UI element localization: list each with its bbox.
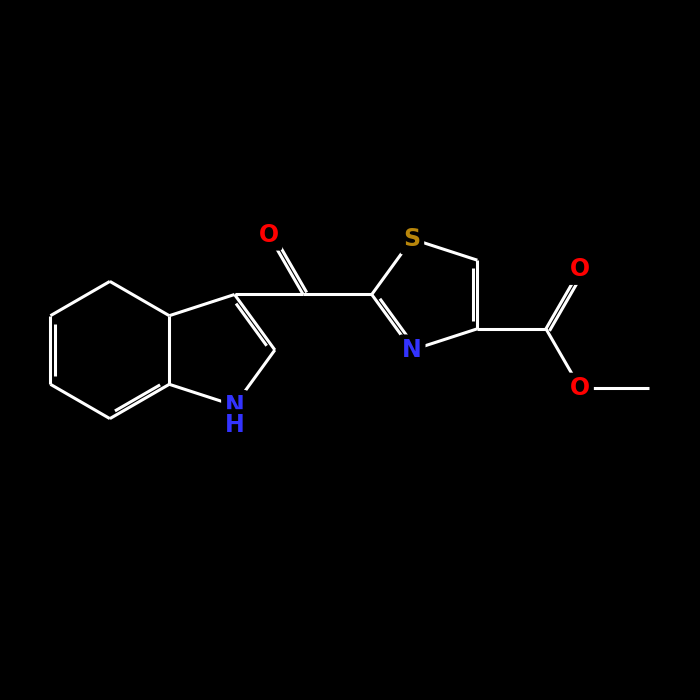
Text: O: O [570, 376, 590, 400]
Text: H: H [225, 413, 244, 437]
Text: N: N [402, 338, 422, 362]
Text: N: N [225, 393, 244, 417]
Text: S: S [403, 227, 421, 251]
Text: O: O [570, 258, 590, 281]
Text: O: O [259, 223, 279, 247]
